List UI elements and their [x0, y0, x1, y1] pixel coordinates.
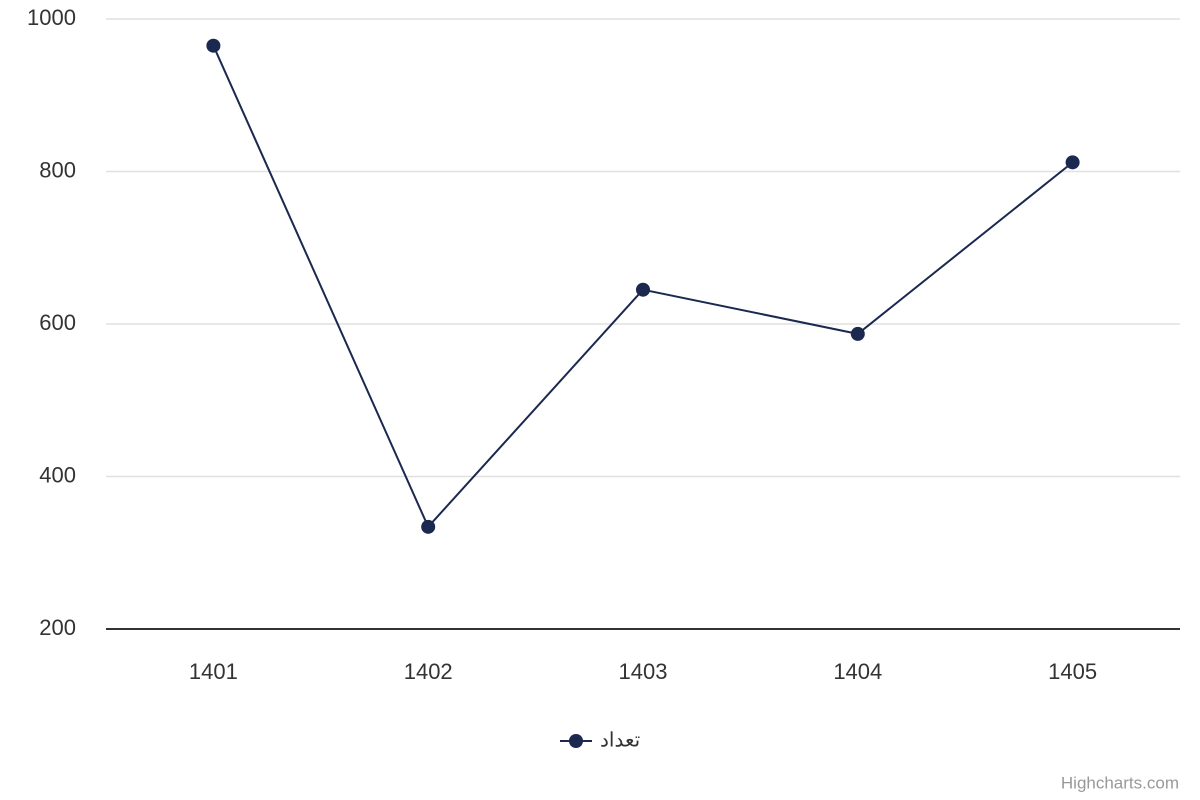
- x-tick-label: 1402: [404, 659, 453, 684]
- legend-item[interactable]: تعداد: [560, 729, 640, 751]
- x-tick-label: 1403: [619, 659, 668, 684]
- legend-label: تعداد: [600, 729, 640, 751]
- legend-symbol: [569, 734, 583, 748]
- data-point: [850, 326, 865, 341]
- data-point: [1065, 155, 1080, 170]
- x-tick-label: 1405: [1048, 659, 1097, 684]
- y-tick-label: 200: [39, 615, 76, 640]
- x-tick-label: 1404: [833, 659, 882, 684]
- y-tick-label: 400: [39, 462, 76, 487]
- data-point: [636, 282, 650, 297]
- data-point: [421, 519, 436, 534]
- credits[interactable]: Highcharts.com: [1061, 773, 1179, 792]
- y-tick-label: 1000: [27, 5, 76, 30]
- data-point: [206, 38, 221, 53]
- y-tick-label: 600: [39, 310, 76, 335]
- x-tick-label: 1401: [189, 659, 238, 684]
- y-tick-label: 800: [39, 157, 76, 182]
